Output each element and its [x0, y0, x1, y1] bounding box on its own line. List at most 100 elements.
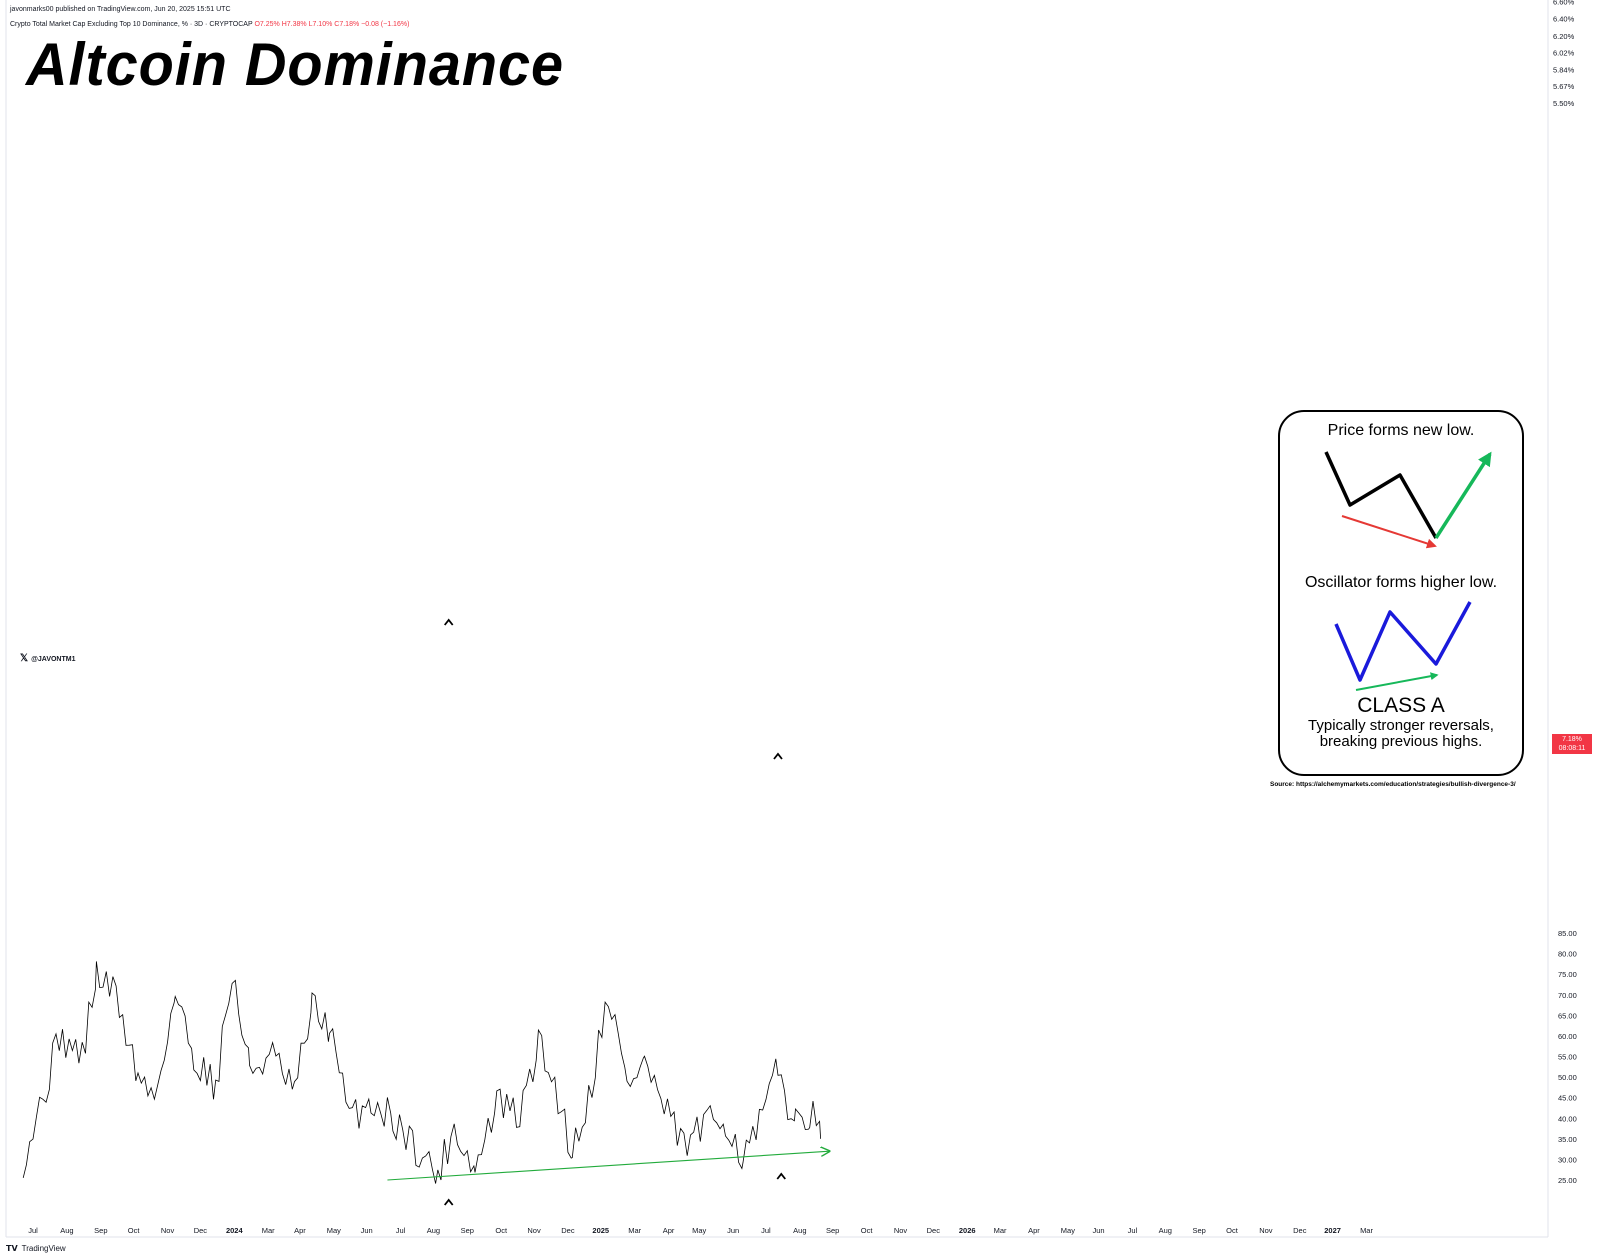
- publisher-line: javonmarks00 published on TradingView.co…: [10, 6, 231, 13]
- time-axis-label: 2027: [1324, 1226, 1341, 1235]
- last-price-tag: 7.18% 08:08:11: [1552, 734, 1592, 754]
- symbol-name: Crypto Total Market Cap Excluding Top 10…: [10, 21, 253, 28]
- chart-title: Altcoin Dominance: [26, 31, 564, 98]
- time-axis-label: Mar: [628, 1226, 641, 1235]
- time-axis-label: Oct: [128, 1226, 141, 1235]
- price-axis-label: 6.02%: [1553, 49, 1575, 58]
- time-axis-label: 2026: [959, 1226, 976, 1235]
- tradingview-logo-icon: 𝗧𝗩: [6, 1244, 18, 1253]
- divergence-marker-icon: [444, 1198, 454, 1206]
- time-axis-label: Jul: [1128, 1226, 1138, 1235]
- time-axis-label: Mar: [262, 1226, 275, 1235]
- legend-oscillator-line: [1334, 601, 1472, 682]
- time-axis-label: 2024: [226, 1226, 244, 1235]
- ohlc-high: H7.38%: [281, 21, 307, 28]
- time-axis-label: Apr: [663, 1226, 675, 1235]
- legend-price-diagram: [1324, 451, 1492, 691]
- oscillator-axis-label: 45.00: [1558, 1094, 1577, 1103]
- price-axis-label: 5.67%: [1553, 82, 1575, 91]
- ohlc-open: O7.25%: [254, 21, 280, 28]
- oscillator-axis-label: 40.00: [1558, 1114, 1577, 1123]
- legend-price-up-arrow: [1434, 451, 1492, 539]
- oscillator-axis: 85.00 80.00 75.00 70.00 65.00 60.00 55.00 50.00…: [1558, 929, 1577, 1185]
- price-axis: 23.50%22.50%21.50%20.50%19.50%18.50%17.5…: [1553, 0, 1575, 108]
- oscillator-axis-label: 85.00: [1558, 929, 1577, 938]
- time-axis-label: Nov: [1259, 1226, 1273, 1235]
- time-axis-label: Apr: [294, 1226, 306, 1235]
- time-axis-label: Apr: [1028, 1226, 1040, 1235]
- ohlc-change: −0.08 (−1.16%): [361, 21, 410, 28]
- oscillator-axis-label: 80.00: [1558, 950, 1577, 959]
- time-axis-label: Aug: [1159, 1226, 1172, 1235]
- legend-price-line: [1324, 451, 1438, 539]
- time-axis-label: Sep: [94, 1226, 107, 1235]
- time-axis-label: 2025: [592, 1226, 609, 1235]
- time-axis-label: Dec: [1293, 1226, 1307, 1235]
- time-axis-label: Oct: [861, 1226, 874, 1235]
- time-axis-label: May: [692, 1226, 706, 1235]
- oscillator-axis-label: 60.00: [1558, 1032, 1577, 1041]
- bar-countdown: 08:08:11: [1558, 745, 1586, 752]
- oscillator-divergence-trendline: [387, 1151, 829, 1181]
- time-axis-label: Aug: [60, 1226, 73, 1235]
- time-axis-label: Nov: [527, 1226, 541, 1235]
- time-axis-label: Dec: [561, 1226, 575, 1235]
- time-axis-label: Jun: [727, 1226, 739, 1235]
- time-axis-label: Jul: [28, 1226, 38, 1235]
- time-axis-label: Jul: [761, 1226, 771, 1235]
- time-axis-label: Sep: [1192, 1226, 1205, 1235]
- divergence-marker-icon: [776, 1172, 786, 1180]
- oscillator-line: [22, 961, 821, 1184]
- time-axis-label: Oct: [495, 1226, 508, 1235]
- price-axis-label: 5.84%: [1553, 65, 1575, 74]
- time-axis-label: Mar: [994, 1226, 1007, 1235]
- ohlc-close: C7.18%: [334, 21, 360, 28]
- time-axis-label: Dec: [194, 1226, 208, 1235]
- time-axis-label: Aug: [793, 1226, 806, 1235]
- time-axis-label: Jun: [361, 1226, 373, 1235]
- legend-oscillator-text: Oscillator forms higher low.: [1304, 574, 1498, 591]
- time-axis: Jul Aug Sep Oct Nov Dec 2024 Mar Apr May Jun Jul Aug…: [28, 1226, 1373, 1235]
- oscillator-series: [22, 961, 821, 1184]
- legend-source[interactable]: Source: https://alchemymarkets.com/educa…: [1270, 781, 1516, 788]
- time-axis-label: Jul: [396, 1226, 406, 1235]
- legend-price-text: Price forms new low.: [1327, 422, 1475, 439]
- divergence-legend: Price forms new low. Oscillator forms hi…: [1278, 410, 1524, 776]
- price-axis-label: 5.50%: [1553, 99, 1575, 108]
- oscillator-axis-label: 30.00: [1558, 1155, 1577, 1164]
- oscillator-axis-label: 75.00: [1558, 970, 1577, 979]
- legend-class-label: CLASS A: [1357, 694, 1445, 717]
- x-logo-icon: 𝕏: [20, 653, 29, 664]
- time-axis-label: May: [1061, 1226, 1075, 1235]
- legend-description: Typically stronger reversals, breaking p…: [1280, 718, 1522, 750]
- time-axis-label: Oct: [1226, 1226, 1239, 1235]
- tradingview-brand[interactable]: 𝗧𝗩 TradingView: [6, 1244, 66, 1253]
- annotations: [387, 618, 1038, 1206]
- price-axis-label: 6.60%: [1553, 0, 1575, 6]
- time-axis-label: Jun: [1092, 1226, 1104, 1235]
- legend-desc-line-2: breaking previous highs.: [1319, 733, 1483, 750]
- legend-desc-line-1: Typically stronger reversals,: [1308, 717, 1494, 734]
- oscillator-axis-label: 65.00: [1558, 1011, 1577, 1020]
- time-axis-label: Sep: [461, 1226, 474, 1235]
- price-axis-label: 6.20%: [1553, 32, 1575, 41]
- oscillator-axis-label: 50.00: [1558, 1073, 1577, 1082]
- brand-text: TradingView: [21, 1244, 66, 1253]
- time-axis-label: Aug: [427, 1226, 440, 1235]
- time-axis-label: Nov: [894, 1226, 908, 1235]
- time-axis-label: Mar: [1360, 1226, 1373, 1235]
- ohlc-low: L7.10%: [308, 21, 333, 28]
- legend-price-low-arrow: [1341, 515, 1437, 549]
- watermark-text: @JAVONTM1: [31, 656, 76, 663]
- oscillator-axis-label: 25.00: [1558, 1176, 1577, 1185]
- symbol-bar[interactable]: Crypto Total Market Cap Excluding Top 10…: [10, 21, 409, 28]
- price-axis-label: 6.40%: [1553, 15, 1575, 24]
- divergence-marker-icon: [773, 752, 783, 760]
- oscillator-axis-label: 55.00: [1558, 1053, 1577, 1062]
- last-price-value: 7.18%: [1562, 736, 1582, 743]
- time-axis-label: Dec: [927, 1226, 941, 1235]
- divergence-marker-icon: [444, 618, 454, 626]
- oscillator-axis-label: 35.00: [1558, 1135, 1577, 1144]
- time-axis-label: Sep: [826, 1226, 839, 1235]
